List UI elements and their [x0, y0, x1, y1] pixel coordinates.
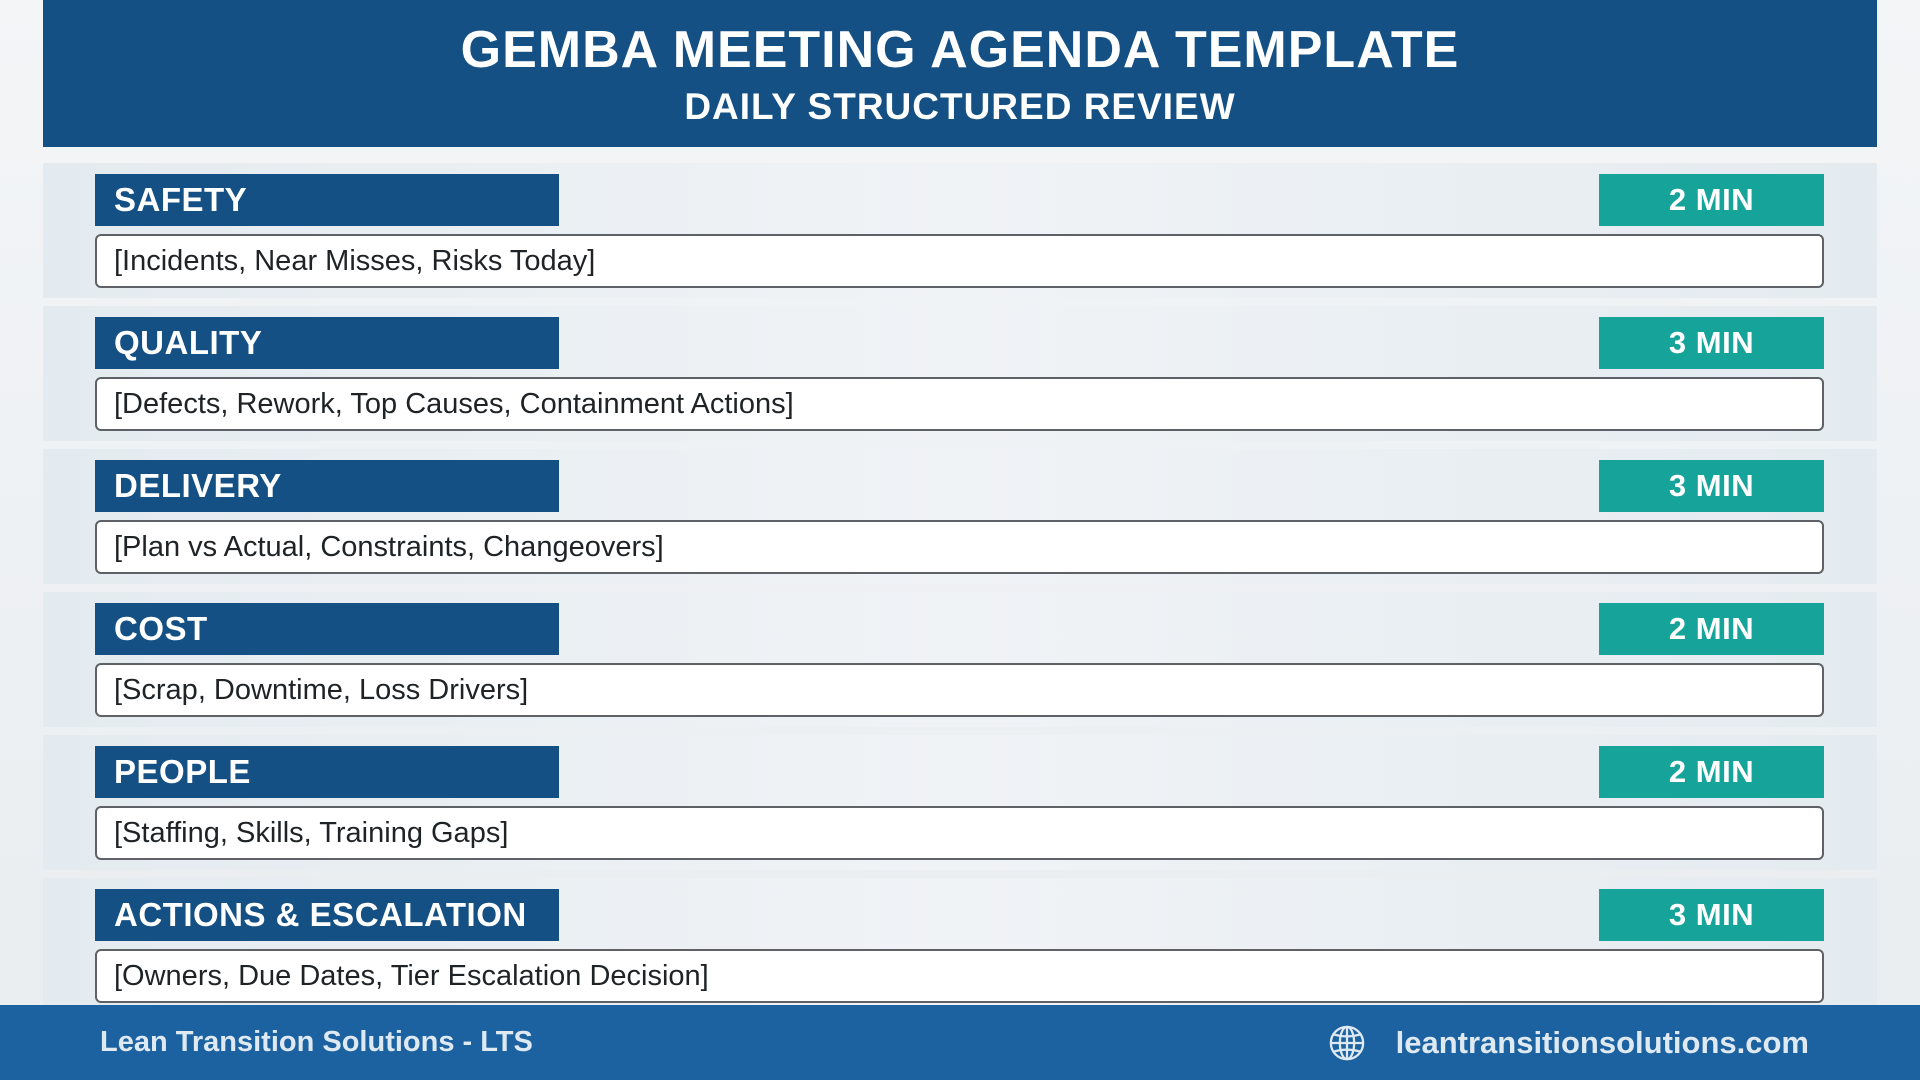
time-badge: 2 MIN — [1599, 603, 1824, 655]
notes-field[interactable]: [Plan vs Actual, Constraints, Changeover… — [95, 520, 1824, 574]
section-people: PEOPLE 2 MIN [Staffing, Skills, Training… — [43, 735, 1877, 870]
time-badge: 3 MIN — [1599, 317, 1824, 369]
time-badge: 2 MIN — [1599, 746, 1824, 798]
company-name: Lean Transition Solutions - LTS — [100, 1026, 533, 1058]
notes-field[interactable]: [Defects, Rework, Top Causes, Containmen… — [95, 377, 1824, 431]
website-url: leantransitionsolutions.com — [1395, 1024, 1809, 1060]
section-actions-escalation: ACTIONS & ESCALATION 3 MIN [Owners, Due … — [43, 878, 1877, 1013]
section-title: PEOPLE — [95, 746, 559, 798]
section-delivery: DELIVERY 3 MIN [Plan vs Actual, Constrai… — [43, 449, 1877, 584]
time-badge: 3 MIN — [1599, 889, 1824, 941]
page-title: GEMBA MEETING AGENDA TEMPLATE — [460, 21, 1460, 79]
notes-field[interactable]: [Staffing, Skills, Training Gaps] — [95, 806, 1824, 860]
section-safety: SAFETY 2 MIN [Incidents, Near Misses, Ri… — [43, 163, 1877, 298]
website-link[interactable]: leantransitionsolutions.com — [1328, 1005, 1809, 1080]
section-cost: COST 2 MIN [Scrap, Downtime, Loss Driver… — [43, 592, 1877, 727]
agenda-sections: SAFETY 2 MIN [Incidents, Near Misses, Ri… — [43, 163, 1877, 1013]
section-title: COST — [95, 603, 559, 655]
section-title: QUALITY — [95, 317, 559, 369]
section-title: DELIVERY — [95, 460, 559, 512]
section-title: SAFETY — [95, 174, 559, 226]
header-banner: GEMBA MEETING AGENDA TEMPLATE DAILY STRU… — [43, 0, 1877, 147]
time-badge: 2 MIN — [1599, 174, 1824, 226]
notes-field[interactable]: [Incidents, Near Misses, Risks Today] — [95, 234, 1824, 288]
time-badge: 3 MIN — [1599, 460, 1824, 512]
footer-bar: Lean Transition Solutions - LTS leantran… — [0, 1005, 1920, 1080]
section-quality: QUALITY 3 MIN [Defects, Rework, Top Caus… — [43, 306, 1877, 441]
section-title: ACTIONS & ESCALATION — [95, 889, 559, 941]
notes-field[interactable]: [Scrap, Downtime, Loss Drivers] — [95, 663, 1824, 717]
page-subtitle: DAILY STRUCTURED REVIEW — [684, 86, 1236, 127]
notes-field[interactable]: [Owners, Due Dates, Tier Escalation Deci… — [95, 949, 1824, 1003]
globe-icon — [1328, 1024, 1366, 1062]
